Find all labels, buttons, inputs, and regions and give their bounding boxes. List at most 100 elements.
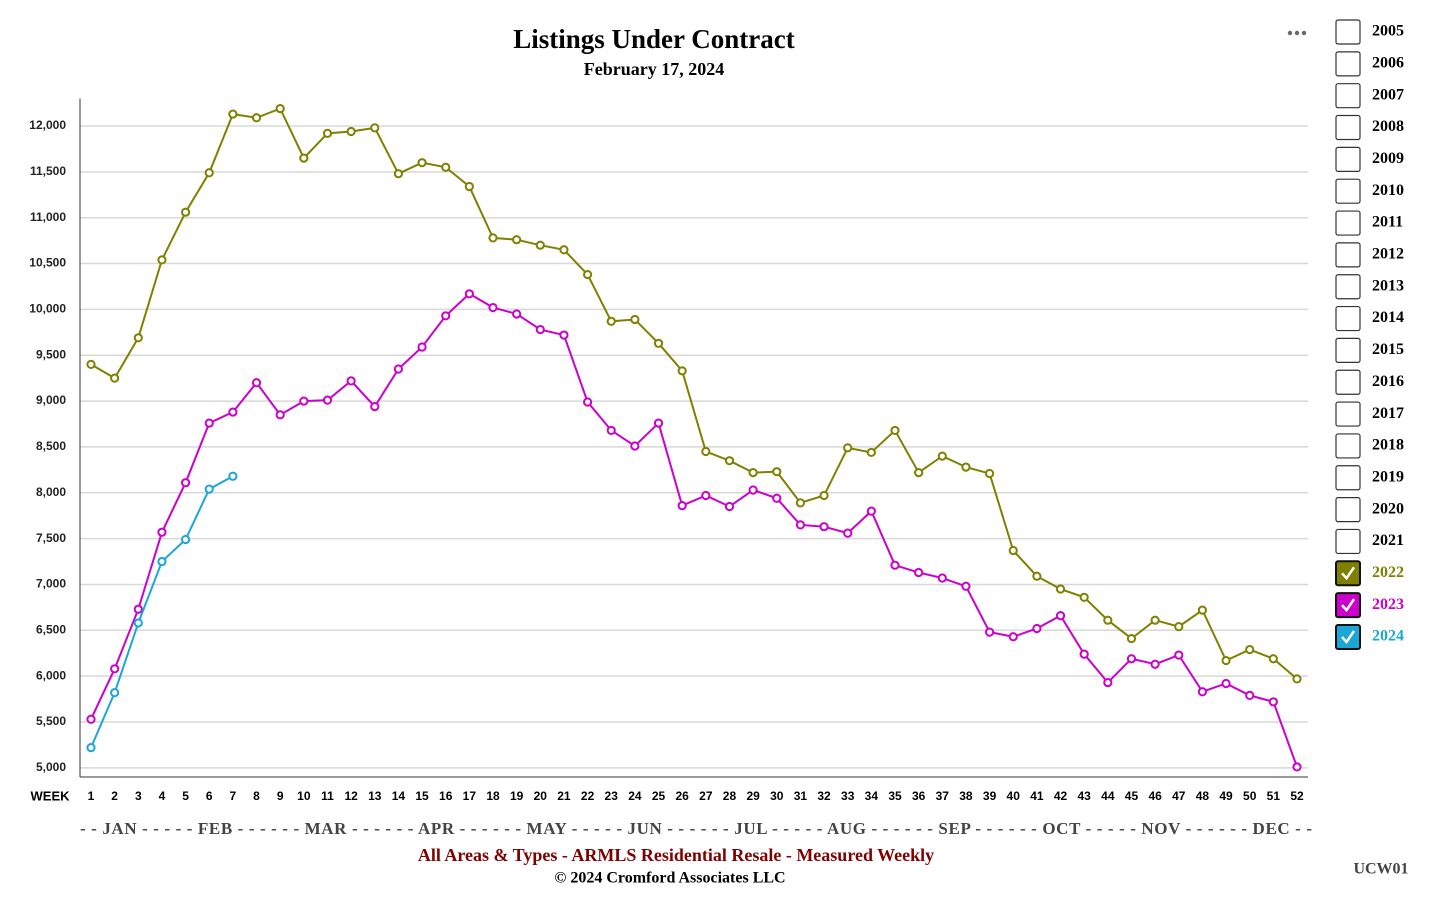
year-label[interactable]: 2014 bbox=[1372, 309, 1404, 326]
year-checkbox[interactable] bbox=[1335, 51, 1361, 77]
x-tick-label: 17 bbox=[463, 789, 477, 803]
y-tick-label: 10,500 bbox=[29, 256, 66, 270]
data-point bbox=[299, 153, 309, 163]
year-checkbox[interactable] bbox=[1335, 19, 1361, 45]
data-point bbox=[228, 471, 238, 481]
legend-label[interactable]: 2024 bbox=[1372, 628, 1404, 645]
data-point bbox=[133, 618, 143, 628]
year-checkbox[interactable] bbox=[1335, 433, 1361, 459]
year-checkbox[interactable] bbox=[1335, 146, 1361, 172]
data-point bbox=[1126, 633, 1137, 644]
year-checkbox[interactable] bbox=[1335, 274, 1361, 300]
data-point bbox=[772, 493, 782, 503]
year-label[interactable]: 2012 bbox=[1372, 246, 1404, 263]
y-tick-label: 7,000 bbox=[36, 577, 66, 591]
data-point bbox=[251, 378, 262, 388]
data-point bbox=[890, 560, 900, 570]
year-label[interactable]: 2017 bbox=[1372, 405, 1404, 422]
year-label[interactable]: 2020 bbox=[1372, 500, 1404, 517]
data-point bbox=[937, 451, 947, 461]
data-point bbox=[370, 401, 380, 412]
data-point bbox=[86, 359, 96, 369]
data-point bbox=[1268, 697, 1278, 707]
data-point bbox=[937, 573, 947, 583]
x-tick-label: 19 bbox=[510, 789, 524, 803]
data-point bbox=[890, 425, 900, 436]
data-point bbox=[724, 456, 735, 466]
data-point bbox=[322, 395, 333, 405]
legend-label[interactable]: 2023 bbox=[1372, 596, 1404, 613]
data-point bbox=[1150, 615, 1160, 625]
data-point bbox=[1103, 677, 1113, 688]
data-point bbox=[441, 311, 451, 321]
year-label[interactable]: 2021 bbox=[1372, 532, 1404, 549]
data-point bbox=[228, 407, 238, 417]
legend-label[interactable]: 2022 bbox=[1372, 564, 1404, 581]
year-checkbox[interactable] bbox=[1335, 337, 1361, 363]
year-label[interactable]: 2008 bbox=[1372, 118, 1404, 135]
data-point bbox=[157, 255, 167, 265]
x-tick-label: 47 bbox=[1172, 789, 1186, 803]
x-tick-label: 49 bbox=[1219, 789, 1233, 803]
year-label[interactable]: 2005 bbox=[1372, 23, 1404, 40]
year-checkbox[interactable] bbox=[1335, 178, 1361, 204]
year-label[interactable]: 2015 bbox=[1372, 341, 1404, 358]
data-point bbox=[1032, 623, 1042, 634]
y-tick-label: 9,500 bbox=[36, 347, 66, 361]
data-point bbox=[1174, 650, 1184, 660]
x-tick-label: 40 bbox=[1007, 789, 1021, 803]
year-label[interactable]: 2018 bbox=[1372, 437, 1404, 454]
data-point bbox=[653, 338, 664, 348]
x-tick-label: 32 bbox=[817, 789, 831, 803]
data-point bbox=[1268, 654, 1278, 664]
year-label[interactable]: 2009 bbox=[1372, 150, 1404, 167]
year-checkbox[interactable] bbox=[1335, 114, 1361, 141]
x-tick-label: 6 bbox=[206, 789, 213, 803]
data-point bbox=[724, 501, 735, 512]
y-tick-label: 12,000 bbox=[29, 118, 66, 132]
copyright: © 2024 Cromford Associates LLC bbox=[554, 870, 785, 887]
data-point bbox=[677, 501, 687, 511]
data-point bbox=[1292, 762, 1302, 772]
year-checkbox[interactable] bbox=[1335, 401, 1361, 427]
year-checkbox[interactable] bbox=[1335, 528, 1361, 555]
chart-code: UCW01 bbox=[1353, 861, 1408, 878]
year-label[interactable]: 2006 bbox=[1372, 55, 1404, 72]
year-label[interactable]: 2011 bbox=[1372, 214, 1403, 231]
year-checkbox-checked[interactable] bbox=[1335, 623, 1361, 650]
x-tick-label: 37 bbox=[936, 789, 950, 803]
data-point bbox=[346, 126, 356, 137]
x-tick-label: 33 bbox=[841, 789, 855, 803]
year-checkbox[interactable] bbox=[1335, 242, 1361, 268]
y-tick-label: 8,000 bbox=[36, 485, 66, 499]
y-tick-label: 5,000 bbox=[36, 760, 66, 774]
year-checkbox[interactable] bbox=[1335, 210, 1361, 236]
data-point bbox=[984, 627, 995, 637]
year-label[interactable]: 2019 bbox=[1372, 468, 1404, 485]
data-point bbox=[133, 604, 143, 614]
year-checkbox[interactable] bbox=[1335, 369, 1361, 395]
year-checkbox-checked[interactable] bbox=[1335, 560, 1361, 587]
data-point bbox=[606, 425, 616, 436]
year-checkbox[interactable] bbox=[1335, 465, 1361, 491]
x-tick-label: 13 bbox=[368, 789, 382, 803]
y-tick-label: 11,000 bbox=[30, 210, 66, 224]
data-point bbox=[275, 410, 285, 420]
year-checkbox-checked[interactable] bbox=[1335, 592, 1361, 619]
data-point bbox=[843, 528, 853, 538]
x-tick-label: 23 bbox=[605, 789, 619, 803]
data-point bbox=[1197, 687, 1208, 697]
data-point bbox=[110, 373, 120, 383]
x-tick-label: 31 bbox=[794, 789, 808, 803]
year-checkbox[interactable] bbox=[1335, 305, 1361, 332]
year-label[interactable]: 2007 bbox=[1372, 86, 1404, 103]
year-checkbox[interactable] bbox=[1335, 497, 1361, 523]
x-tick-label: 20 bbox=[534, 789, 548, 803]
year-checkbox[interactable] bbox=[1335, 83, 1361, 109]
x-tick-label: 21 bbox=[557, 789, 571, 803]
year-label[interactable]: 2010 bbox=[1372, 182, 1404, 199]
year-label[interactable]: 2016 bbox=[1372, 373, 1404, 390]
menu-icon[interactable] bbox=[1287, 30, 1307, 36]
year-label[interactable]: 2013 bbox=[1372, 277, 1404, 294]
data-point bbox=[582, 269, 593, 280]
